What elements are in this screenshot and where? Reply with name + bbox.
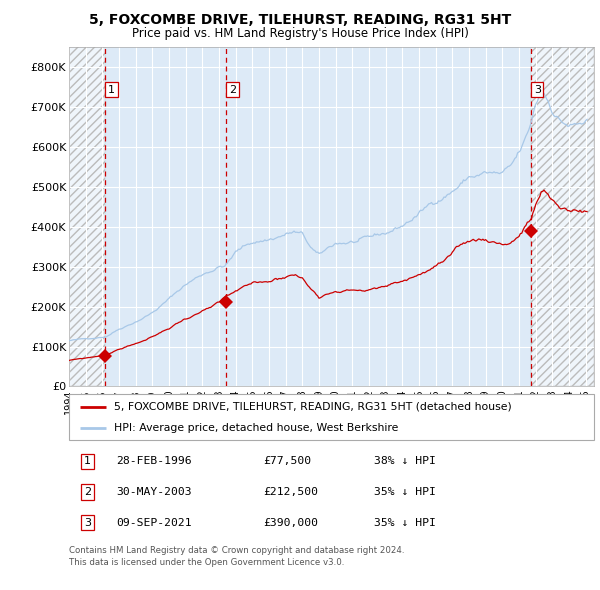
- Text: 3: 3: [84, 517, 91, 527]
- Text: £212,500: £212,500: [263, 487, 318, 497]
- Text: £390,000: £390,000: [263, 517, 318, 527]
- Bar: [69, 47, 105, 386]
- Text: 30-MAY-2003: 30-MAY-2003: [116, 487, 192, 497]
- Text: Contains HM Land Registry data © Crown copyright and database right 2024.: Contains HM Land Registry data © Crown c…: [69, 546, 404, 555]
- Text: HPI: Average price, detached house, West Berkshire: HPI: Average price, detached house, West…: [113, 423, 398, 433]
- Bar: [69, 47, 105, 386]
- Text: Price paid vs. HM Land Registry's House Price Index (HPI): Price paid vs. HM Land Registry's House …: [131, 27, 469, 40]
- Text: 1: 1: [84, 457, 91, 467]
- Text: This data is licensed under the Open Government Licence v3.0.: This data is licensed under the Open Gov…: [69, 558, 344, 566]
- Bar: [530, 47, 594, 386]
- Text: 2: 2: [84, 487, 91, 497]
- Text: 28-FEB-1996: 28-FEB-1996: [116, 457, 192, 467]
- Text: 38% ↓ HPI: 38% ↓ HPI: [373, 457, 436, 467]
- Text: 35% ↓ HPI: 35% ↓ HPI: [373, 487, 436, 497]
- Text: 1: 1: [108, 84, 115, 94]
- Text: 2: 2: [229, 84, 236, 94]
- Bar: [530, 47, 594, 386]
- Text: 35% ↓ HPI: 35% ↓ HPI: [373, 517, 436, 527]
- Text: 5, FOXCOMBE DRIVE, TILEHURST, READING, RG31 5HT (detached house): 5, FOXCOMBE DRIVE, TILEHURST, READING, R…: [113, 402, 511, 412]
- Text: £77,500: £77,500: [263, 457, 311, 467]
- Text: 5, FOXCOMBE DRIVE, TILEHURST, READING, RG31 5HT: 5, FOXCOMBE DRIVE, TILEHURST, READING, R…: [89, 13, 511, 27]
- Text: 09-SEP-2021: 09-SEP-2021: [116, 517, 192, 527]
- Text: 3: 3: [534, 84, 541, 94]
